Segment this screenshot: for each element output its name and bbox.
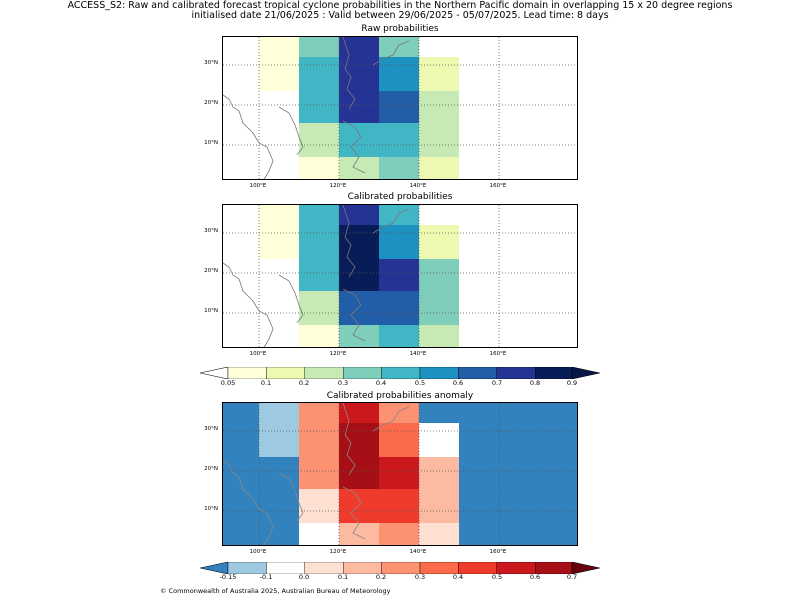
lat-tick-20n-3: 20°N <box>204 466 218 472</box>
anomaly-map <box>222 402 578 546</box>
lon-tick-140e: 140°E <box>409 183 427 189</box>
lon-tick-160e-3: 160°E <box>489 549 507 555</box>
prob-tick-1: 0.1 <box>260 379 272 387</box>
anom-tick-3: 0.1 <box>337 573 349 581</box>
lon-tick-100e-3: 100°E <box>249 549 267 555</box>
prob-tick-8: 0.8 <box>529 379 541 387</box>
probability-colorbar-svg <box>199 366 601 380</box>
anom-tick-1: -0.1 <box>259 573 273 581</box>
prob-tick-7: 0.7 <box>491 379 503 387</box>
anom-tick-9: 0.7 <box>566 573 578 581</box>
lon-tick-120e: 120°E <box>329 183 347 189</box>
lat-tick-10n-2: 10°N <box>204 308 218 314</box>
prob-tick-4: 0.4 <box>375 379 387 387</box>
lon-tick-120e-3: 120°E <box>329 549 347 555</box>
anom-tick-6: 0.4 <box>452 573 464 581</box>
anom-tick-4: 0.2 <box>375 573 387 581</box>
anomaly-colorbar <box>199 559 601 575</box>
anom-tick-2: 0.0 <box>298 573 310 581</box>
anom-tick-0: -0.15 <box>219 573 237 581</box>
prob-tick-6: 0.6 <box>452 379 464 387</box>
lon-tick-140e-2: 140°E <box>409 351 427 357</box>
prob-tick-3: 0.3 <box>337 379 349 387</box>
lat-tick-30n-2: 30°N <box>204 228 218 234</box>
calibrated-probabilities-map <box>222 204 578 348</box>
calibrated-map-svg <box>223 205 577 347</box>
probability-colorbar <box>199 364 601 380</box>
anomaly-panel-title: Calibrated probabilities anomaly <box>326 391 474 401</box>
lon-tick-120e-2: 120°E <box>329 351 347 357</box>
prob-tick-0: 0.05 <box>220 379 236 387</box>
lat-tick-20n: 20°N <box>204 100 218 106</box>
anom-tick-8: 0.6 <box>529 573 541 581</box>
calibrated-panel-title: Calibrated probabilities <box>347 192 453 202</box>
anomaly-colorbar-svg <box>199 561 601 575</box>
raw-panel-title: Raw probabilities <box>361 24 439 34</box>
prob-tick-2: 0.2 <box>298 379 310 387</box>
lon-tick-100e: 100°E <box>249 183 267 189</box>
raw-map-svg <box>223 37 577 179</box>
lat-tick-30n: 30°N <box>204 60 218 66</box>
anom-tick-7: 0.5 <box>491 573 503 581</box>
anomaly-map-svg <box>223 403 577 545</box>
lat-tick-20n-2: 20°N <box>204 268 218 274</box>
raw-probabilities-map <box>222 36 578 180</box>
lon-tick-160e: 160°E <box>489 183 507 189</box>
lon-tick-160e-2: 160°E <box>489 351 507 357</box>
copyright-notice: © Commonwealth of Australia 2025, Austra… <box>160 587 391 595</box>
lon-tick-100e-2: 100°E <box>249 351 267 357</box>
figure-title-line2: initialised date 21/06/2025 : Valid betw… <box>191 10 609 21</box>
prob-tick-9: 0.9 <box>566 379 578 387</box>
lat-tick-10n-3: 10°N <box>204 506 218 512</box>
lat-tick-30n-3: 30°N <box>204 426 218 432</box>
lon-tick-140e-3: 140°E <box>409 549 427 555</box>
prob-tick-5: 0.5 <box>414 379 426 387</box>
anom-tick-5: 0.3 <box>414 573 426 581</box>
figure-title-line1: ACCESS_S2: Raw and calibrated forecast t… <box>67 0 733 11</box>
lat-tick-10n: 10°N <box>204 140 218 146</box>
